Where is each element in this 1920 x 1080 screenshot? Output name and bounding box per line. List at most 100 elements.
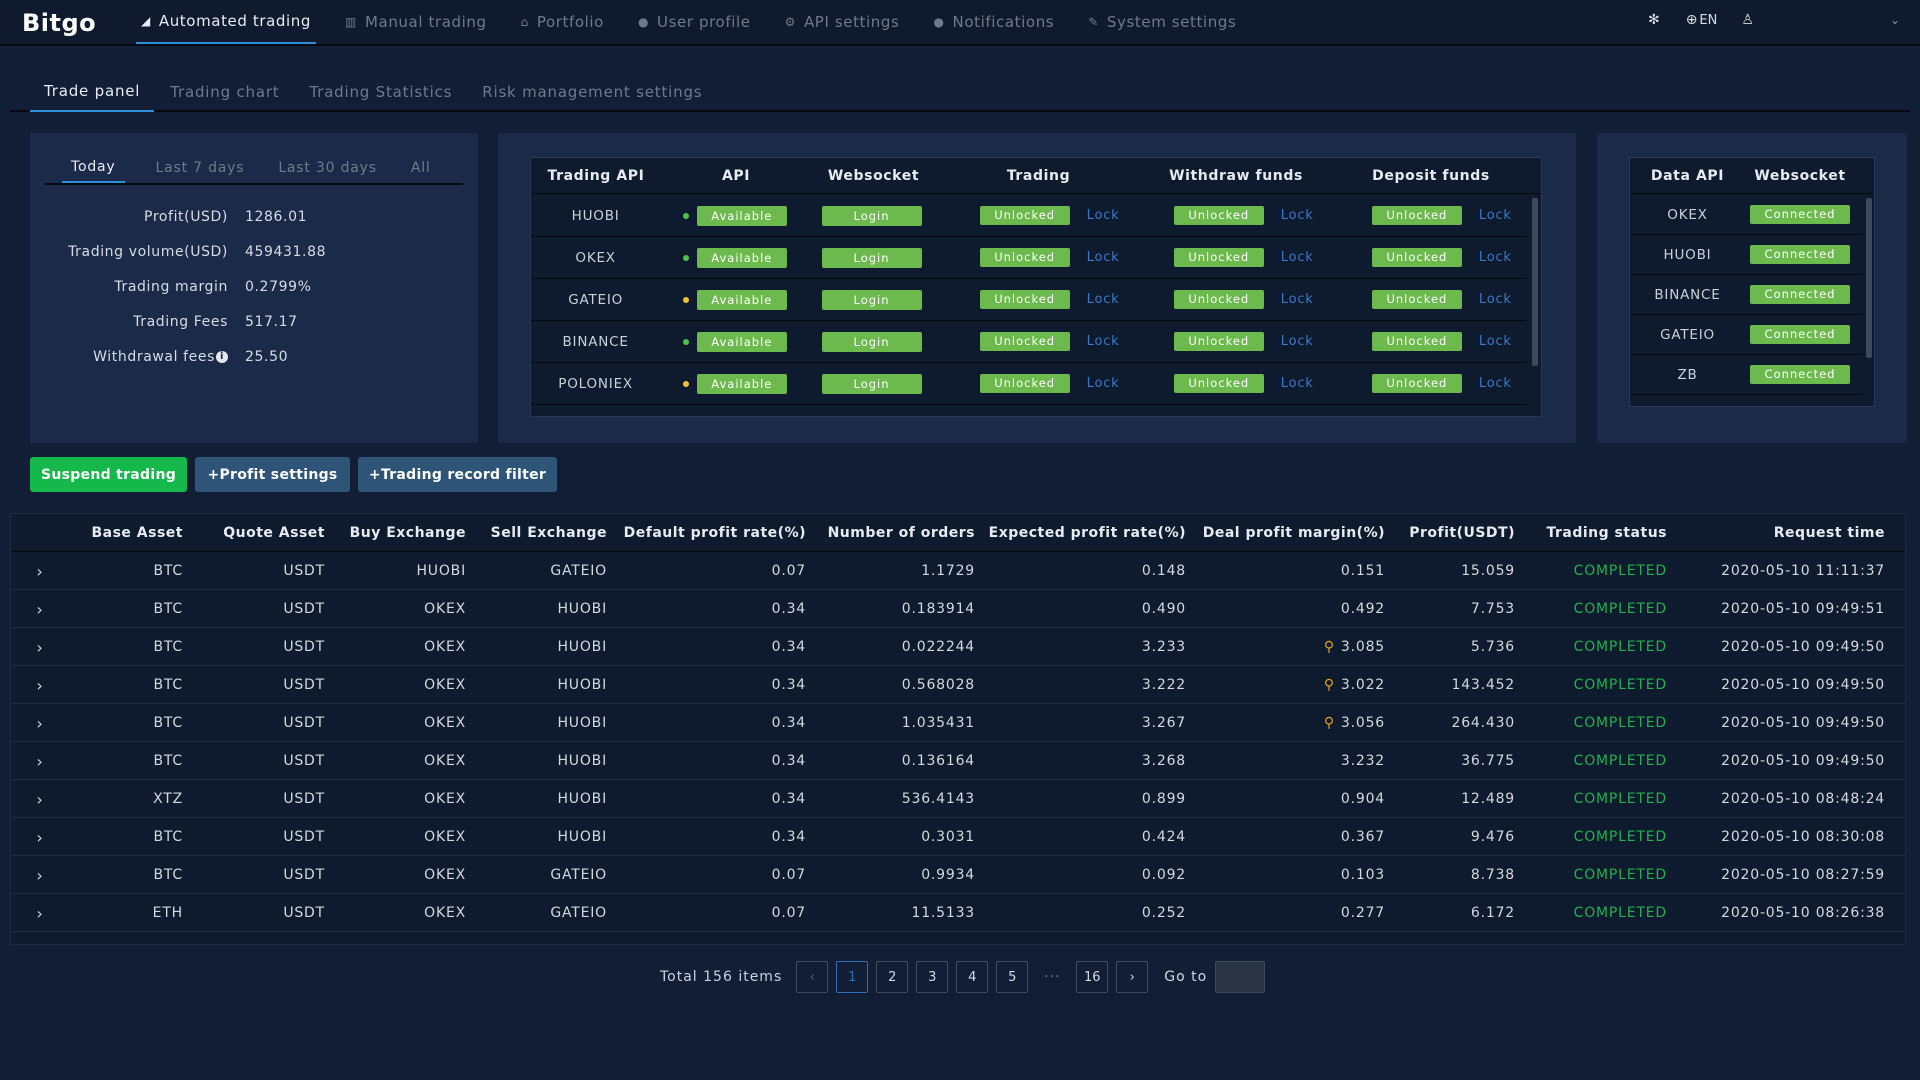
- login-button[interactable]: Login: [821, 373, 922, 394]
- trading-unlocked-badge[interactable]: Unlocked: [979, 248, 1070, 267]
- deposit-funds-unlocked-badge[interactable]: Unlocked: [1371, 290, 1462, 309]
- available-badge[interactable]: Available: [696, 205, 787, 226]
- suspend-trading-button[interactable]: Suspend trading: [30, 457, 187, 492]
- profit-settings-button[interactable]: +Profit settings: [195, 457, 350, 492]
- withdraw-funds-lock-link[interactable]: Lock: [1280, 292, 1314, 307]
- deposit-funds-lock-link[interactable]: Lock: [1478, 208, 1512, 223]
- deposit-funds-unlocked-badge[interactable]: Unlocked: [1371, 206, 1462, 225]
- withdraw-funds-lock-link[interactable]: Lock: [1280, 208, 1314, 223]
- globe-icon[interactable]: ⊕: [1685, 12, 1698, 28]
- deposit-funds-unlocked-badge[interactable]: Unlocked: [1371, 248, 1462, 267]
- nav-item-portfolio[interactable]: ⌂ Portfolio: [516, 0, 609, 44]
- deposit-funds-lock-link[interactable]: Lock: [1478, 376, 1512, 391]
- nav-item-manual-trading[interactable]: ▥ Manual trading: [340, 0, 492, 44]
- expand-row-icon[interactable]: ›: [36, 865, 44, 885]
- user-icon[interactable]: ♙: [1741, 12, 1754, 28]
- withdraw-funds-unlocked-badge[interactable]: Unlocked: [1173, 206, 1264, 225]
- connected-badge[interactable]: Connected: [1750, 365, 1850, 384]
- available-badge[interactable]: Available: [696, 247, 787, 268]
- nav-item-api-settings[interactable]: ⚙ API settings: [780, 0, 905, 44]
- pagination-ellipsis[interactable]: ···: [1044, 969, 1061, 985]
- prev-page-button[interactable]: ‹: [796, 961, 829, 993]
- trading-lock-link[interactable]: Lock: [1086, 376, 1120, 391]
- expand-row-icon[interactable]: ›: [36, 675, 44, 695]
- expand-row-icon[interactable]: ›: [36, 827, 44, 847]
- deposit-funds-unlocked-badge[interactable]: Unlocked: [1371, 374, 1462, 393]
- page-button-3[interactable]: 3: [916, 961, 949, 993]
- trading-unlocked-badge[interactable]: Unlocked: [979, 374, 1070, 393]
- connected-badge[interactable]: Connected: [1750, 245, 1850, 264]
- available-badge[interactable]: Available: [696, 373, 787, 394]
- deposit-funds-lock-link[interactable]: Lock: [1478, 292, 1512, 307]
- expand-row-icon[interactable]: ›: [36, 713, 44, 733]
- expand-row-icon[interactable]: ›: [36, 599, 44, 619]
- trading-lock-link[interactable]: Lock: [1086, 292, 1120, 307]
- available-badge[interactable]: Available: [696, 289, 787, 310]
- nav-item-system-settings[interactable]: ✎ System settings: [1083, 0, 1241, 44]
- trading-lock-link[interactable]: Lock: [1086, 334, 1120, 349]
- expand-row-icon[interactable]: ›: [36, 789, 44, 809]
- table-row: › BTC USDT OKEX HUOBI 0.34 1.035431 3.267 ⚲ 3.056…: [11, 704, 1905, 742]
- stat-row: Trading margin 0.2799%: [30, 279, 478, 299]
- withdraw-funds-unlocked-badge[interactable]: Unlocked: [1173, 374, 1264, 393]
- page-button-1[interactable]: 1: [836, 961, 869, 993]
- data-api-scrollbar[interactable]: [1866, 198, 1872, 358]
- language-selector[interactable]: EN: [1699, 12, 1718, 28]
- chevron-down-icon[interactable]: ⌄: [1889, 13, 1900, 27]
- connected-badge[interactable]: Connected: [1750, 205, 1850, 224]
- nav-item-automated-trading[interactable]: ◢ Automated trading: [136, 0, 317, 44]
- period-tab-today[interactable]: Today: [62, 153, 125, 183]
- pagination-total: Total 156 items: [660, 969, 783, 985]
- deposit-funds-lock-link[interactable]: Lock: [1478, 250, 1512, 265]
- trading-record-filter-button[interactable]: +Trading record filter: [358, 457, 557, 492]
- next-page-button[interactable]: ›: [1116, 961, 1149, 993]
- login-button[interactable]: Login: [821, 289, 922, 310]
- expand-row-icon[interactable]: ›: [36, 903, 44, 923]
- tab-trading-statistics[interactable]: Trading Statistics: [309, 83, 453, 101]
- login-button[interactable]: Login: [821, 331, 922, 352]
- withdraw-funds-lock-link[interactable]: Lock: [1280, 334, 1314, 349]
- trading-lock-link[interactable]: Lock: [1086, 208, 1120, 223]
- page-button-last[interactable]: 16: [1076, 961, 1109, 993]
- goto-page-input[interactable]: [1215, 961, 1266, 993]
- login-button[interactable]: Login: [821, 247, 922, 268]
- nav-item-user-profile[interactable]: ● User profile: [633, 0, 756, 44]
- page-button-4[interactable]: 4: [956, 961, 989, 993]
- nav-item-notifications[interactable]: ● Notifications: [928, 0, 1059, 44]
- page-button-5[interactable]: 5: [996, 961, 1029, 993]
- tab-risk-management-settings[interactable]: Risk management settings: [482, 83, 703, 101]
- deposit-funds-unlocked-badge[interactable]: Unlocked: [1371, 332, 1462, 351]
- trading-unlocked-badge[interactable]: Unlocked: [979, 332, 1070, 351]
- data-source-name: ZB: [1677, 366, 1698, 383]
- page-button-2[interactable]: 2: [876, 961, 909, 993]
- withdraw-funds-unlocked-badge[interactable]: Unlocked: [1173, 332, 1264, 351]
- period-tab-last-30-days[interactable]: Last 30 days: [278, 160, 377, 176]
- trading-api-scrollbar[interactable]: [1532, 198, 1538, 366]
- connected-badge[interactable]: Connected: [1750, 325, 1850, 344]
- cell-status: COMPLETED: [1573, 905, 1667, 921]
- withdraw-funds-unlocked-badge[interactable]: Unlocked: [1173, 290, 1264, 309]
- cell-quote: USDT: [283, 791, 325, 807]
- info-icon[interactable]: i: [216, 351, 228, 363]
- withdraw-funds-lock-link[interactable]: Lock: [1280, 376, 1314, 391]
- available-badge[interactable]: Available: [696, 331, 787, 352]
- connected-badge[interactable]: Connected: [1750, 285, 1850, 304]
- expand-row-icon[interactable]: ›: [36, 561, 44, 581]
- withdraw-funds-lock-link[interactable]: Lock: [1280, 250, 1314, 265]
- trading-unlocked-badge[interactable]: Unlocked: [979, 206, 1070, 225]
- login-button[interactable]: Login: [821, 205, 922, 226]
- trading-unlocked-badge[interactable]: Unlocked: [979, 290, 1070, 309]
- tab-trading-chart[interactable]: Trading chart: [170, 83, 280, 101]
- expand-row-icon[interactable]: ›: [36, 751, 44, 771]
- column-header: Default profit rate(%): [623, 525, 806, 541]
- withdraw-funds-unlocked-badge[interactable]: Unlocked: [1173, 248, 1264, 267]
- period-tab-all[interactable]: All: [410, 160, 431, 176]
- settings-icon[interactable]: ✻: [1647, 12, 1660, 28]
- deposit-funds-lock-link[interactable]: Lock: [1478, 334, 1512, 349]
- tab-trade-panel[interactable]: Trade panel: [30, 72, 155, 112]
- period-tab-last-7-days[interactable]: Last 7 days: [155, 160, 245, 176]
- app-logo[interactable]: Bitgo: [22, 9, 97, 37]
- expand-row-icon[interactable]: ›: [36, 637, 44, 657]
- data-api-panel: Data API Websocket OKEX Connected HUOBI Conn…: [1597, 133, 1907, 443]
- trading-lock-link[interactable]: Lock: [1086, 250, 1120, 265]
